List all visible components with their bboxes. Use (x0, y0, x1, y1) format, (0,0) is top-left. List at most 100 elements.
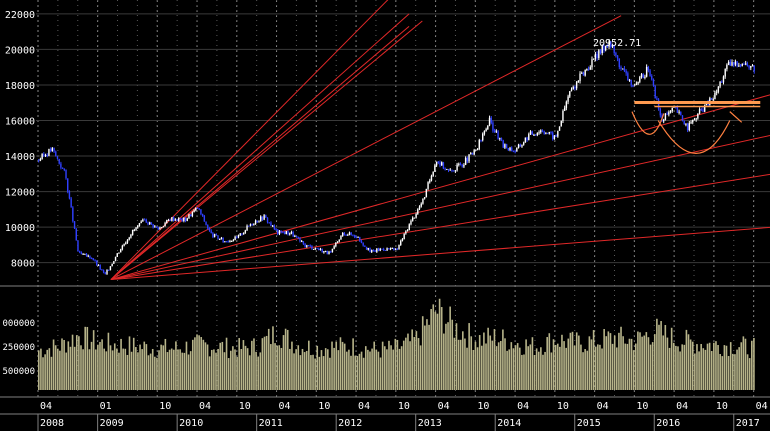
volume-bar (529, 344, 532, 390)
candle-body (552, 132, 554, 140)
candle-body (719, 81, 721, 87)
volume-bar (284, 328, 287, 390)
volume-bar (546, 337, 548, 390)
candle-body (488, 117, 491, 126)
candle-body (458, 163, 460, 165)
candle-body (478, 140, 480, 149)
x-month-label: 10 (239, 401, 251, 412)
volume-bar (352, 338, 354, 390)
x-year-label: 2012 (338, 418, 362, 429)
volume-bar (662, 335, 665, 390)
volume-bar (219, 342, 222, 390)
volume-bar (80, 345, 82, 390)
candle-body (471, 152, 474, 155)
volume-bar (291, 341, 293, 390)
candle-body (461, 165, 463, 167)
candle-body (697, 113, 699, 119)
candle-body (367, 248, 369, 250)
volume-bar (312, 354, 314, 390)
candle-body (394, 248, 397, 250)
candle-body (601, 45, 603, 54)
candle-body (441, 162, 443, 166)
candle-body (382, 249, 385, 251)
candle-body (751, 65, 754, 67)
x-month-label: 04 (279, 401, 291, 412)
candle-body (581, 72, 583, 74)
candle-body (536, 132, 539, 136)
volume-bar (215, 352, 217, 390)
candle-body (417, 209, 419, 214)
volume-bar (405, 337, 407, 390)
candle-body (584, 69, 586, 76)
volume-bar (270, 344, 272, 390)
candle-body (425, 188, 428, 198)
candle-body (473, 150, 475, 155)
x-month-label: 04 (358, 401, 370, 412)
candle-body (352, 234, 354, 236)
volume-bar (594, 346, 597, 390)
candle-body (46, 154, 48, 156)
candle-body (464, 157, 467, 165)
volume-bar (331, 341, 333, 390)
candle-body (649, 70, 651, 77)
y-tick-label: 10000 (5, 223, 35, 234)
volume-bar (643, 335, 646, 390)
volume-bar (116, 348, 118, 390)
candle-body (669, 110, 672, 113)
candle-body (386, 248, 388, 251)
candle-body (589, 67, 591, 70)
y-tick-label: 20000 (5, 45, 35, 56)
volume-bar (700, 343, 702, 390)
volume-bar (73, 346, 76, 390)
candle-body (690, 122, 692, 124)
volume-bar (518, 347, 521, 390)
volume-bar (641, 336, 643, 390)
volume-bar (354, 355, 357, 390)
volume-bar (38, 350, 40, 390)
candle-body (753, 65, 755, 72)
volume-bar (649, 344, 652, 390)
candle-body (365, 246, 368, 250)
candle-body (275, 228, 277, 230)
support-level (634, 101, 761, 108)
volume-bar (561, 334, 563, 390)
volume-bar (396, 339, 399, 390)
candle-body (261, 216, 264, 220)
volume-bar (135, 347, 137, 390)
candle-body (746, 63, 749, 66)
volume-bar (90, 341, 93, 390)
candle-body (466, 157, 469, 162)
volume-bar (364, 346, 367, 390)
x-month-label: 04 (199, 401, 211, 412)
candle-body (241, 233, 243, 235)
candle-body (277, 229, 279, 234)
candle-body (685, 123, 687, 125)
candle-body (75, 228, 77, 241)
volume-bar (189, 351, 192, 390)
candle-body (712, 99, 714, 101)
volume-bar (672, 342, 675, 390)
candle-body (224, 241, 226, 243)
volume-bar (582, 352, 584, 390)
candle-body (222, 237, 224, 243)
candle-body (172, 217, 175, 221)
fan-line (110, 20, 423, 280)
volume-bar (210, 349, 213, 390)
candle-body (599, 50, 602, 54)
candle-body (579, 73, 581, 81)
volume-bar (362, 357, 365, 390)
candle-body (77, 240, 79, 252)
volume-bar (694, 353, 696, 390)
candle-body (253, 224, 255, 226)
volume-bar (740, 342, 743, 390)
volume-bar (160, 344, 162, 390)
volume-bar (675, 345, 677, 390)
volume-bar (46, 349, 49, 390)
candle-body (309, 245, 311, 247)
candle-body (715, 91, 718, 93)
volume-bar (48, 348, 51, 390)
candle-body (113, 261, 115, 264)
x-month-label: 04 (676, 401, 688, 412)
volume-bar (84, 326, 87, 390)
candle-body (744, 63, 747, 65)
